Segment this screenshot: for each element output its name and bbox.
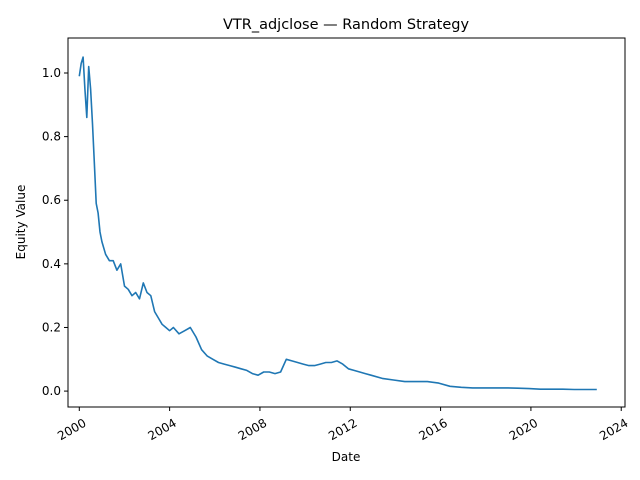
x-axis-label: Date	[332, 450, 361, 464]
chart-title: VTR_adjclose — Random Strategy	[223, 17, 469, 33]
x-tick-label: 2012	[326, 416, 359, 443]
x-tick-label: 2008	[236, 416, 269, 443]
y-axis-label: Equity Value	[14, 185, 28, 260]
x-tick-label: 2004	[145, 416, 178, 443]
y-tick-label: 0.6	[42, 193, 61, 207]
y-tick-label: 0.4	[42, 257, 61, 271]
x-tick-label: 2024	[597, 416, 630, 443]
y-tick-label: 0.8	[42, 130, 61, 144]
x-tick-label: 2020	[507, 416, 540, 443]
plot-frame	[67, 37, 626, 408]
data-layer	[78, 56, 597, 391]
series-line	[78, 56, 597, 391]
y-tick-label: 0.2	[42, 320, 61, 334]
x-tick-label: 2000	[55, 416, 88, 443]
y-tick-label: 0.0	[42, 384, 61, 398]
tick-layer: 0.0 0.2 0.4 0.6 0.8 1.0 2000 2004 2008 2012 2016 20…	[42, 66, 631, 443]
y-tick-label: 1.0	[42, 66, 61, 80]
x-tick-label: 2016	[416, 416, 449, 443]
